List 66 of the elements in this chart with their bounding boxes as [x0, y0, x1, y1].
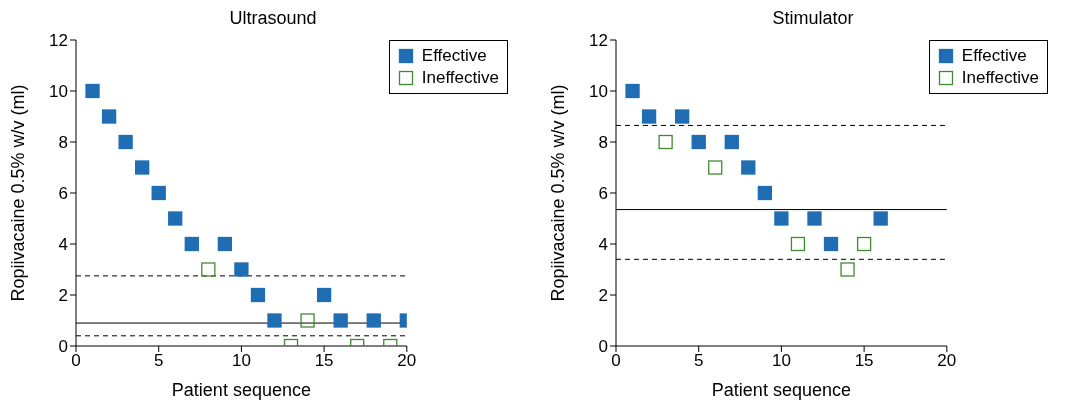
y-tick-label: 6 — [58, 184, 68, 204]
x-tick-label: 5 — [153, 351, 164, 371]
legend-label: Effective — [961, 46, 1027, 66]
point — [708, 160, 723, 175]
y-tick-label: 2 — [598, 286, 608, 306]
chart-title: Stimulator — [771, 8, 855, 30]
point — [168, 211, 183, 226]
chart-title: Ultrasound — [228, 8, 318, 30]
point — [807, 211, 822, 226]
point — [118, 134, 133, 150]
point — [757, 185, 773, 201]
x-tick-label: 0 — [71, 351, 81, 371]
x-tick-label: 10 — [771, 351, 791, 371]
x-tick-label: 20 — [397, 351, 417, 371]
legend-label: Ineffective — [421, 68, 499, 88]
point — [217, 236, 233, 252]
point — [691, 134, 706, 150]
x-tick-label: 5 — [693, 351, 704, 371]
y-tick-label: 0 — [598, 337, 608, 357]
point — [151, 185, 166, 201]
point — [823, 236, 839, 252]
x-tick-label: 15 — [854, 351, 874, 371]
point — [625, 83, 640, 99]
y-tick-label: 12 — [49, 31, 68, 51]
point — [85, 83, 100, 99]
point — [316, 287, 332, 303]
x-axis-title: Patient sequence — [711, 380, 851, 400]
x-tick-label: 10 — [231, 351, 251, 371]
y-tick-label: 8 — [598, 133, 608, 153]
point — [675, 109, 690, 124]
point — [135, 160, 150, 175]
point — [250, 287, 266, 303]
point — [840, 262, 855, 277]
y-tick-label: 10 — [589, 82, 608, 102]
y-tick-label: 10 — [49, 82, 68, 102]
point — [790, 236, 806, 252]
legend-label: Effective — [421, 46, 487, 66]
point — [300, 313, 315, 328]
y-tick-label: 4 — [58, 235, 68, 255]
point — [234, 262, 249, 277]
point — [724, 134, 739, 150]
point — [856, 236, 872, 252]
y-axis-title: Ropiivacaine 0.5% w/v (ml) — [548, 84, 569, 302]
point — [741, 160, 756, 175]
point — [333, 313, 348, 328]
y-tick-label: 4 — [598, 235, 608, 255]
legend-label: Ineffective — [961, 68, 1039, 88]
y-tick-label: 2 — [58, 286, 68, 306]
y-axis-title: Ropiivacaine 0.5% w/v (ml) — [8, 84, 29, 302]
point — [641, 109, 657, 124]
point — [184, 236, 199, 252]
point — [101, 109, 117, 124]
point — [774, 211, 789, 226]
x-axis-title: Patient sequence — [171, 380, 311, 400]
point — [658, 134, 673, 150]
x-tick-label: 15 — [314, 351, 334, 371]
y-tick-label: 6 — [598, 184, 608, 204]
point — [267, 313, 282, 328]
point — [366, 313, 381, 328]
y-tick-label: 0 — [58, 337, 68, 357]
x-tick-label: 0 — [611, 351, 621, 371]
point — [873, 211, 888, 226]
x-tick-label: 20 — [937, 351, 957, 371]
y-tick-label: 8 — [58, 133, 68, 153]
y-tick-label: 12 — [589, 31, 608, 51]
point — [201, 262, 216, 277]
